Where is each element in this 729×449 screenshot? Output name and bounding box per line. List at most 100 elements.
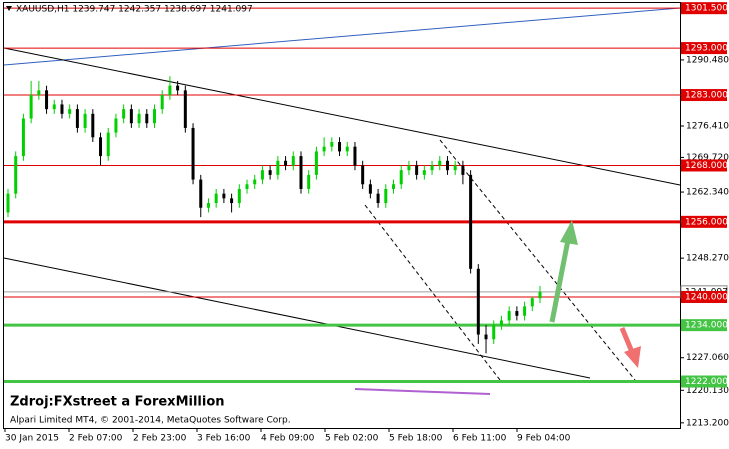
level-box bbox=[681, 42, 727, 55]
level-label: 1234.000 bbox=[685, 321, 728, 331]
candle-body bbox=[176, 85, 180, 91]
candle-body bbox=[230, 198, 234, 204]
x-tick-label: 9 Feb 04:00 bbox=[517, 434, 571, 444]
x-tick-label: 3 Feb 16:00 bbox=[197, 434, 251, 444]
candle-body bbox=[137, 113, 141, 124]
x-tick-label: 30 Jan 2015 bbox=[5, 434, 59, 444]
candle-body bbox=[407, 165, 411, 171]
arrow-down bbox=[619, 327, 635, 353]
level-box bbox=[681, 89, 727, 102]
candle-body bbox=[322, 146, 326, 152]
x-tick-label: 2 Feb 23:00 bbox=[133, 434, 187, 444]
arrow-up bbox=[549, 239, 571, 323]
candle-body bbox=[438, 160, 442, 166]
candle-body bbox=[492, 325, 496, 340]
y-tick-label: 1213.200 bbox=[686, 418, 729, 428]
watermark: Zdroj:FXstreet a ForexMillion bbox=[10, 395, 225, 410]
candle-body bbox=[183, 90, 187, 128]
candle-body bbox=[330, 142, 334, 147]
candle-body bbox=[476, 268, 480, 335]
candle-body bbox=[214, 193, 218, 204]
candle-body bbox=[114, 118, 118, 133]
arrow-down-head bbox=[624, 346, 641, 368]
level-label: 1268.000 bbox=[685, 161, 728, 171]
candle-body bbox=[445, 160, 449, 171]
trend-line bbox=[3, 257, 591, 379]
candle-body bbox=[291, 156, 295, 166]
y-tick-label: 1290.480 bbox=[686, 55, 729, 65]
level-label: 1301.500 bbox=[685, 4, 728, 14]
candle-body bbox=[314, 151, 318, 175]
candle-body bbox=[168, 85, 172, 96]
candle-body bbox=[83, 113, 87, 128]
candle-body bbox=[523, 306, 527, 316]
candle-body bbox=[222, 193, 226, 199]
candle-body bbox=[129, 109, 133, 124]
candle-body bbox=[29, 95, 33, 119]
candle-body bbox=[461, 165, 465, 175]
x-tick-label: 4 Feb 09:00 bbox=[261, 434, 315, 444]
candle-body bbox=[60, 104, 64, 114]
chart-title: XAUUSD,H1 1239.747 1242.357 1238.697 124… bbox=[16, 5, 253, 15]
y-tick-label: 1248.270 bbox=[686, 254, 729, 264]
candle-body bbox=[415, 165, 419, 175]
candle-body bbox=[484, 334, 488, 340]
x-tick-label: 6 Feb 11:00 bbox=[453, 434, 507, 444]
candle-body bbox=[160, 95, 164, 110]
x-tick-label: 5 Feb 18:00 bbox=[389, 434, 443, 444]
title-icon bbox=[6, 6, 12, 11]
x-tick-label: 5 Feb 02:00 bbox=[325, 434, 379, 444]
candle-body bbox=[392, 184, 396, 189]
candle-body bbox=[191, 127, 195, 180]
y-tick-label: 1220.130 bbox=[686, 386, 729, 396]
candle-body bbox=[45, 90, 49, 110]
candle-body bbox=[507, 311, 511, 321]
candle-body bbox=[237, 188, 241, 204]
candle-body bbox=[361, 165, 365, 185]
candle-body bbox=[469, 174, 473, 269]
candle-body bbox=[353, 146, 357, 166]
candle-body bbox=[368, 184, 372, 194]
candle-body bbox=[530, 298, 534, 307]
candle-body bbox=[268, 170, 272, 175]
level-box bbox=[681, 159, 727, 172]
y-tick-label: 1262.340 bbox=[686, 188, 729, 198]
candle-body bbox=[345, 146, 349, 152]
level-box bbox=[681, 215, 727, 228]
level-label: 1240.000 bbox=[685, 292, 728, 302]
candle-body bbox=[37, 90, 41, 96]
level-box bbox=[681, 290, 727, 303]
candle-body bbox=[538, 291, 542, 299]
candle-body bbox=[75, 109, 79, 128]
level-box bbox=[681, 375, 727, 388]
candle-body bbox=[99, 137, 103, 157]
channel-line bbox=[439, 139, 636, 381]
candle-body bbox=[376, 193, 380, 204]
indicator-line bbox=[354, 388, 491, 395]
x-tick-label: 2 Feb 07:00 bbox=[69, 434, 123, 444]
candle-body bbox=[245, 184, 249, 189]
plot-frame bbox=[3, 2, 681, 429]
candle-body bbox=[384, 188, 388, 204]
candle-body bbox=[106, 132, 110, 157]
copyright: Alpari Limited MT4, © 2001-2014, MetaQuo… bbox=[10, 416, 291, 426]
channel-line bbox=[364, 204, 501, 381]
arrow-up-head bbox=[560, 220, 578, 245]
candle-body bbox=[299, 156, 303, 189]
candle-body bbox=[430, 165, 434, 171]
candle-body bbox=[515, 311, 519, 316]
trend-line bbox=[3, 47, 681, 186]
candle-body bbox=[253, 179, 257, 185]
candle-body bbox=[21, 118, 25, 157]
candle-body bbox=[338, 142, 342, 152]
level-label: 1222.000 bbox=[685, 377, 728, 387]
candle-body bbox=[152, 109, 156, 124]
candle-body bbox=[499, 320, 503, 326]
level-label: 1256.000 bbox=[685, 217, 728, 227]
candle-body bbox=[52, 104, 56, 110]
candle-body bbox=[145, 113, 149, 124]
candle-body bbox=[68, 109, 72, 114]
level-label: 1293.000 bbox=[685, 44, 728, 54]
level-box bbox=[681, 319, 727, 332]
candle-body bbox=[206, 203, 210, 208]
